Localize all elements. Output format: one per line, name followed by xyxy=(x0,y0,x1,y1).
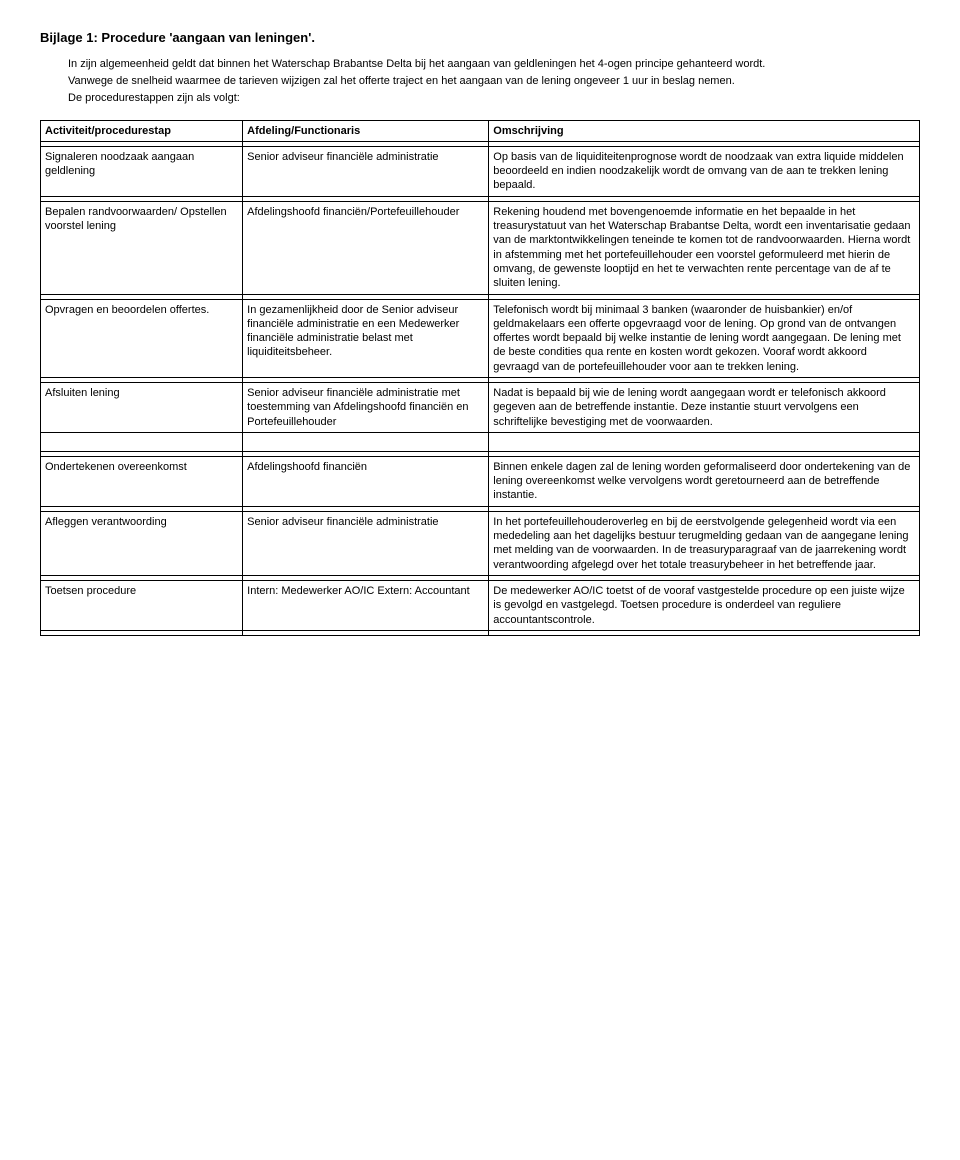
cell-activity: Afleggen verantwoording xyxy=(41,511,243,575)
header-description: Omschrijving xyxy=(489,120,920,141)
cell-description: Op basis van de liquiditeitenprognose wo… xyxy=(489,146,920,196)
cell-description: De medewerker AO/IC toetst of de vooraf … xyxy=(489,580,920,630)
table-big-spacer xyxy=(41,432,920,451)
table-row: Ondertekenen overeenkomst Afdelingshoofd… xyxy=(41,456,920,506)
cell-activity: Bepalen randvoorwaarden/ Opstellen voors… xyxy=(41,201,243,294)
cell-activity: Toetsen procedure xyxy=(41,580,243,630)
cell-department: Intern: Medewerker AO/IC Extern: Account… xyxy=(243,580,489,630)
cell-department: In gezamenlijkheid door de Senior advise… xyxy=(243,299,489,377)
cell-activity: Ondertekenen overeenkomst xyxy=(41,456,243,506)
cell-description: Binnen enkele dagen zal de lening worden… xyxy=(489,456,920,506)
cell-description: Rekening houdend met bovengenoemde infor… xyxy=(489,201,920,294)
cell-description: Nadat is bepaald bij wie de lening wordt… xyxy=(489,382,920,432)
cell-description: In het portefeuillehouderoverleg en bij … xyxy=(489,511,920,575)
table-spacer xyxy=(41,630,920,635)
intro-p1: In zijn algemeenheid geldt dat binnen he… xyxy=(68,57,920,72)
cell-activity: Signaleren noodzaak aangaan geldlening xyxy=(41,146,243,196)
cell-department: Afdelingshoofd financiën xyxy=(243,456,489,506)
table-row: Signaleren noodzaak aangaan geldlening S… xyxy=(41,146,920,196)
intro-block: In zijn algemeenheid geldt dat binnen he… xyxy=(68,57,920,106)
cell-department: Senior adviseur financiële administratie xyxy=(243,146,489,196)
header-activity: Activiteit/procedurestap xyxy=(41,120,243,141)
table-row: Bepalen randvoorwaarden/ Opstellen voors… xyxy=(41,201,920,294)
cell-description: Telefonisch wordt bij minimaal 3 banken … xyxy=(489,299,920,377)
table-header-row: Activiteit/procedurestap Afdeling/Functi… xyxy=(41,120,920,141)
header-department: Afdeling/Functionaris xyxy=(243,120,489,141)
cell-department: Senior adviseur financiële administratie xyxy=(243,511,489,575)
cell-activity: Opvragen en beoordelen offertes. xyxy=(41,299,243,377)
table-row: Opvragen en beoordelen offertes. In geza… xyxy=(41,299,920,377)
table-row: Afleggen verantwoording Senior adviseur … xyxy=(41,511,920,575)
procedure-table: Activiteit/procedurestap Afdeling/Functi… xyxy=(40,120,920,636)
table-row: Toetsen procedure Intern: Medewerker AO/… xyxy=(41,580,920,630)
page-title: Bijlage 1: Procedure 'aangaan van lening… xyxy=(40,30,920,45)
cell-department: Senior adviseur financiële administratie… xyxy=(243,382,489,432)
intro-p3: De procedurestappen zijn als volgt: xyxy=(68,91,920,106)
cell-activity: Afsluiten lening xyxy=(41,382,243,432)
cell-department: Afdelingshoofd financiën/Portefeuillehou… xyxy=(243,201,489,294)
table-row: Afsluiten lening Senior adviseur financi… xyxy=(41,382,920,432)
intro-p2: Vanwege de snelheid waarmee de tarieven … xyxy=(68,74,920,89)
